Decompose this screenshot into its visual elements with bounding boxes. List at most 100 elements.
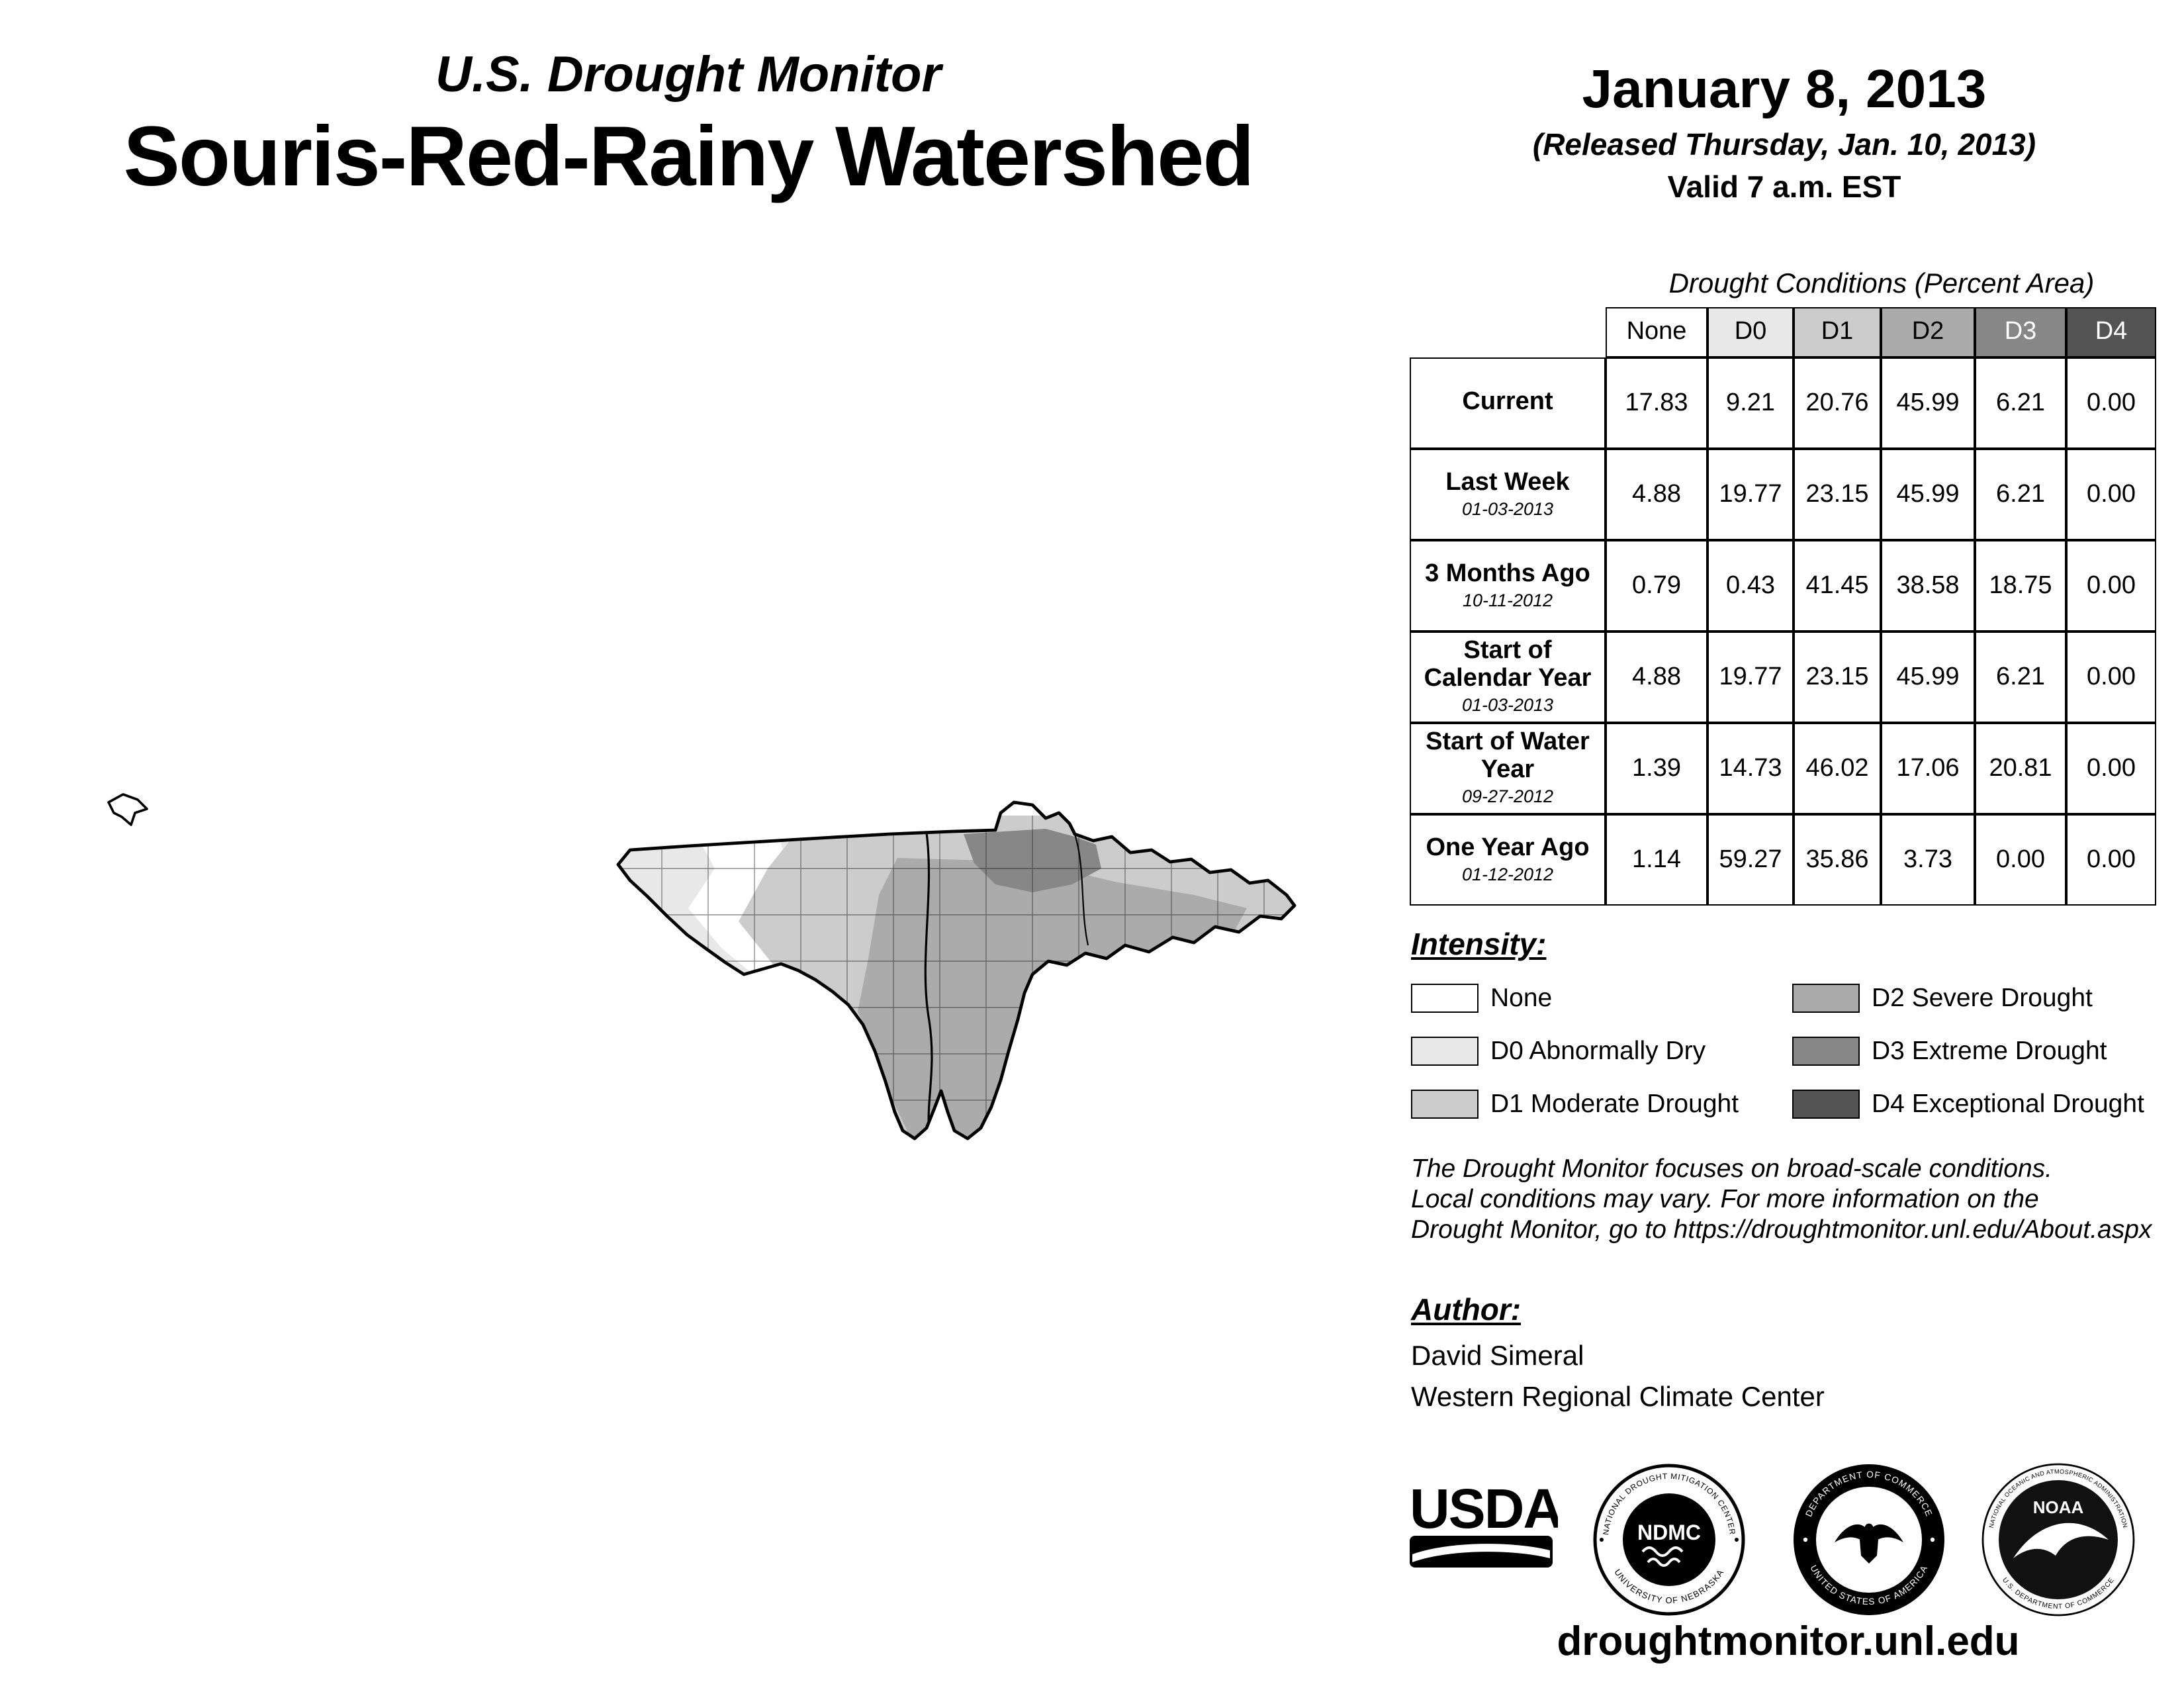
legend-swatch-d1 bbox=[1411, 1090, 1479, 1119]
report-kicker: U.S. Drought Monitor bbox=[435, 48, 942, 103]
ndmc-center-text: NDMC bbox=[1637, 1521, 1701, 1544]
table-cell: 1.39 bbox=[1606, 723, 1707, 814]
noaa-bird bbox=[2013, 1523, 2109, 1558]
row-date: 10-11-2012 bbox=[1462, 590, 1553, 610]
disclaimer: The Drought Monitor focuses on broad-sca… bbox=[1411, 1154, 2152, 1246]
commerce-logo: DEPARTMENT OF COMMERCE UNITED STATES OF … bbox=[1794, 1464, 1944, 1615]
table-cell: 38.58 bbox=[1881, 540, 1975, 632]
legend-swatch-none bbox=[1411, 984, 1479, 1013]
author-heading: Author: bbox=[1411, 1292, 1522, 1327]
legend-item: D2 Severe Drought bbox=[1792, 982, 2144, 1014]
column-header-d1: D1 bbox=[1794, 307, 1881, 357]
noaa-center-text: NOAA bbox=[2033, 1497, 2084, 1517]
column-header-d4: D4 bbox=[2066, 307, 2156, 357]
row-date: 09-27-2012 bbox=[1461, 786, 1554, 806]
legend-label: D3 Extreme Drought bbox=[1872, 1036, 2107, 1065]
legend-swatch-d3 bbox=[1792, 1037, 1860, 1066]
table-cell: 0.00 bbox=[2066, 357, 2156, 449]
column-header-d3: D3 bbox=[1975, 307, 2066, 357]
title-block: U.S. Drought Monitor Souris-Red-Rainy Wa… bbox=[53, 48, 1324, 201]
intensity-legend: None D0 Abnormally Dry D1 Moderate Drought… bbox=[1411, 982, 2144, 1120]
table-cell: 9.21 bbox=[1707, 357, 1794, 449]
column-header-d0: D0 bbox=[1707, 307, 1794, 357]
table-cell: 18.75 bbox=[1975, 540, 2066, 632]
report-date: January 8, 2013 bbox=[1582, 58, 1987, 119]
table-cell: 23.15 bbox=[1794, 449, 1881, 540]
row-date: 01-12-2012 bbox=[1461, 864, 1554, 884]
table-cell: 45.99 bbox=[1881, 357, 1975, 449]
row-label: One Year Ago 01-12-2012 bbox=[1410, 814, 1606, 906]
table-cell: 45.99 bbox=[1881, 449, 1975, 540]
ndmc-center-disc bbox=[1623, 1493, 1715, 1586]
table-cell: 0.00 bbox=[2066, 540, 2156, 632]
table-cell: 0.43 bbox=[1707, 540, 1794, 632]
column-header-none: None bbox=[1606, 307, 1707, 357]
legend-swatch-d4 bbox=[1792, 1090, 1860, 1119]
disclaimer-line: Drought Monitor, go to https://droughtmo… bbox=[1411, 1215, 2152, 1244]
table-cell: 14.73 bbox=[1707, 723, 1794, 814]
legend-label: D2 Severe Drought bbox=[1872, 983, 2093, 1012]
disclaimer-line: The Drought Monitor focuses on broad-sca… bbox=[1411, 1154, 2053, 1184]
table-cell: 59.27 bbox=[1707, 814, 1794, 906]
valid-time: Valid 7 a.m. EST bbox=[1667, 169, 1901, 204]
table-cell: 0.00 bbox=[2066, 814, 2156, 906]
table-corner bbox=[1410, 307, 1606, 357]
table-cell: 3.73 bbox=[1881, 814, 1975, 906]
legend-label: D1 Moderate Drought bbox=[1490, 1089, 1739, 1118]
table-cell: 19.77 bbox=[1707, 632, 1794, 723]
watershed-map bbox=[107, 793, 1297, 1141]
table-cell: 41.45 bbox=[1794, 540, 1881, 632]
table-cell: 46.02 bbox=[1794, 723, 1881, 814]
table-cell: 0.00 bbox=[2066, 449, 2156, 540]
noaa-logo: NATIONAL OCEANIC AND ATMOSPHERIC ADMINIS… bbox=[1981, 1463, 2135, 1617]
subbasin-line bbox=[1073, 833, 1089, 946]
row-date: 01-03-2013 bbox=[1461, 498, 1554, 519]
table-cell: 17.06 bbox=[1881, 723, 1975, 814]
usda-logo: USDA bbox=[1410, 1480, 1558, 1568]
table-cell: 35.86 bbox=[1794, 814, 1881, 906]
legend-label: D0 Abnormally Dry bbox=[1490, 1036, 1706, 1065]
river-line bbox=[924, 832, 933, 1139]
page-title: Souris-Red-Rainy Watershed bbox=[123, 109, 1254, 204]
table-cell: 0.00 bbox=[1975, 814, 2066, 906]
legend-swatch-d2 bbox=[1792, 984, 1860, 1013]
table-cell: 20.81 bbox=[1975, 723, 2066, 814]
legend-item: D0 Abnormally Dry bbox=[1411, 1035, 1792, 1067]
row-label: Current bbox=[1410, 357, 1606, 449]
usda-wordmark: USDA bbox=[1410, 1480, 1558, 1540]
table-cell: 6.21 bbox=[1975, 357, 2066, 449]
legend-label: D4 Exceptional Drought bbox=[1872, 1089, 2144, 1118]
table-cell: 6.21 bbox=[1975, 449, 2066, 540]
column-header-d2: D2 bbox=[1881, 307, 1975, 357]
table-cell: 4.88 bbox=[1606, 632, 1707, 723]
legend-item: D4 Exceptional Drought bbox=[1792, 1088, 2144, 1120]
usda-swoosh bbox=[1412, 1544, 1550, 1562]
ndmc-logo: NATIONAL DROUGHT MITIGATION CENTER UNIVE… bbox=[1593, 1464, 1745, 1616]
table-cell: 45.99 bbox=[1881, 632, 1975, 723]
legend-item: D3 Extreme Drought bbox=[1792, 1035, 2144, 1067]
table-cell: 17.83 bbox=[1606, 357, 1707, 449]
disclaimer-line: Local conditions may vary. For more info… bbox=[1411, 1185, 2039, 1214]
watershed-outline bbox=[616, 800, 1297, 1141]
legend-label: None bbox=[1490, 983, 1553, 1012]
table-cell: 1.14 bbox=[1606, 814, 1707, 906]
row-label: Last Week 01-03-2013 bbox=[1410, 449, 1606, 540]
table-cell: 0.00 bbox=[2066, 723, 2156, 814]
legend-swatch-d0 bbox=[1411, 1037, 1479, 1066]
table-cell: 20.76 bbox=[1794, 357, 1881, 449]
table-cell: 19.77 bbox=[1707, 449, 1794, 540]
row-date: 01-03-2013 bbox=[1461, 694, 1554, 715]
author-name: David Simeral bbox=[1411, 1341, 1584, 1372]
intensity-heading: Intensity: bbox=[1411, 927, 1547, 961]
date-block: January 8, 2013 (Released Thursday, Jan.… bbox=[1354, 58, 2184, 205]
table-cell: 6.21 bbox=[1975, 632, 2066, 723]
legend-item: None bbox=[1411, 982, 1792, 1014]
row-label: Start of Water Year 09-27-2012 bbox=[1410, 723, 1606, 814]
conditions-table: None D0 D1 D2 D3 D4 Current 17.83 9.21 20.76 45.99… bbox=[1410, 307, 2156, 906]
table-caption: Drought Conditions (Percent Area) bbox=[1668, 269, 2095, 299]
table-cell: 23.15 bbox=[1794, 632, 1881, 723]
author-org: Western Regional Climate Center bbox=[1411, 1382, 1825, 1413]
release-date: (Released Thursday, Jan. 10, 2013) bbox=[1532, 127, 2036, 162]
footer-url: droughtmonitor.unl.edu bbox=[1557, 1618, 2020, 1664]
